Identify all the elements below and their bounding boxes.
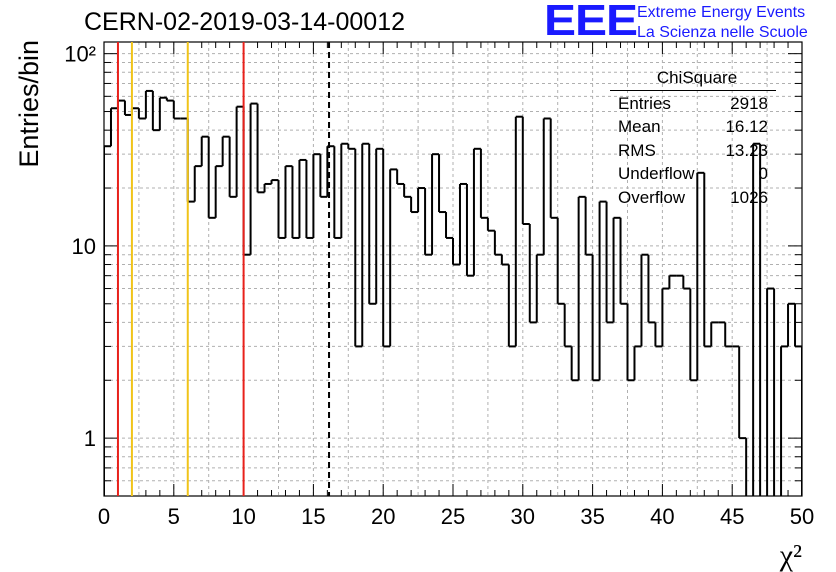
stats-label: Entries [618, 93, 671, 113]
eee-logo: EEE [544, 0, 638, 46]
x-tick-label: 20 [371, 504, 395, 529]
x-axis-label: χ² [779, 539, 802, 572]
x-tick-label: 10 [231, 504, 255, 529]
stats-value: 16.12 [725, 117, 768, 136]
stats-value: 1026 [730, 187, 768, 207]
x-tick-label: 25 [441, 504, 465, 529]
stats-row: Entries 2918 [610, 92, 776, 116]
x-tick-label: 5 [168, 504, 180, 529]
logo-line-1: Extreme Energy Events [637, 4, 806, 21]
logo-line-2: La Scienza nelle Scuole [637, 24, 808, 41]
x-tick-label: 40 [650, 504, 674, 529]
stats-row: Mean 16.12 [610, 115, 776, 139]
y-tick-label: 10 [72, 234, 96, 259]
stats-label: RMS [618, 140, 656, 160]
y-axis-label: Entries/bin [14, 40, 44, 168]
y-tick-labels: 1 10 10² [64, 42, 96, 451]
x-tick-label: 45 [720, 504, 744, 529]
x-tick-labels: 0 5 10 15 20 25 30 35 40 45 50 [98, 504, 814, 529]
stats-value: 0 [758, 164, 768, 183]
stats-box: ChiSquare Entries 2918 Mean 16.12 RMS 13.23 Un… [610, 66, 776, 209]
x-tick-label: 30 [511, 504, 535, 529]
x-tick-label: 50 [790, 504, 814, 529]
stats-label: Overflow [618, 187, 686, 207]
stats-label: Underflow [618, 164, 695, 183]
stats-row: Underflow 0 [610, 162, 776, 186]
y-tick-label: 1 [84, 426, 96, 451]
x-tick-label: 15 [301, 504, 325, 529]
stats-value: 13.23 [725, 140, 768, 160]
chart-title: CERN-02-2019-03-14-00012 [84, 8, 406, 36]
x-tick-label: 0 [98, 504, 110, 529]
eee-logo-subtitle: Extreme Energy Events La Scienza nelle S… [637, 3, 808, 43]
stats-name: ChiSquare [610, 66, 776, 91]
stats-row: Overflow 1026 [610, 186, 776, 210]
histogram-series [104, 89, 802, 496]
stats-value: 2918 [730, 93, 768, 113]
marker-lines [116, 42, 331, 496]
stats-row: RMS 13.23 [610, 139, 776, 163]
stats-rows: Entries 2918 Mean 16.12 RMS 13.23 Underflow 0 Ov… [610, 92, 776, 210]
y-tick-label: 10² [64, 42, 96, 67]
grid-lines [104, 42, 802, 496]
x-tick-label: 35 [580, 504, 604, 529]
stats-label: Mean [618, 117, 661, 136]
